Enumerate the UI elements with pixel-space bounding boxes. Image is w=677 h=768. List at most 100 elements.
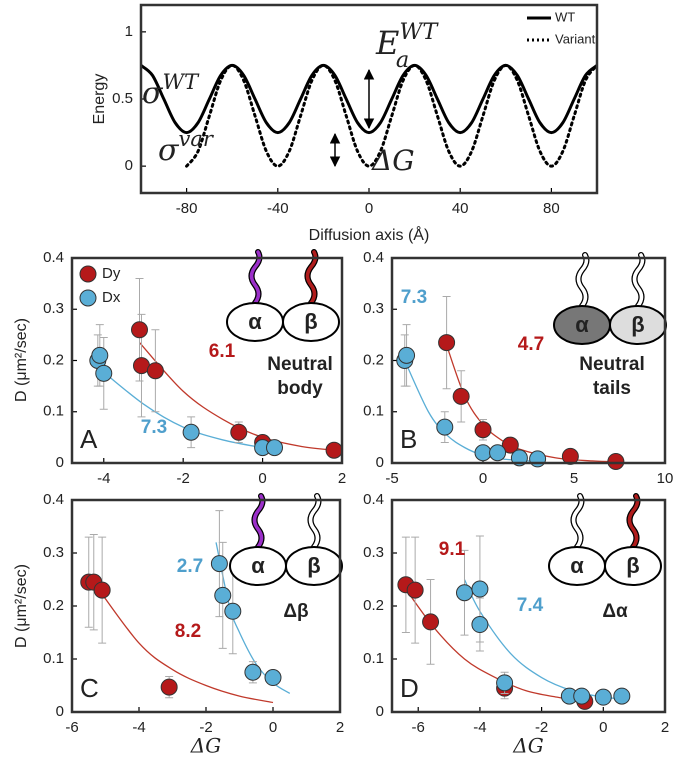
inset-caption: Δβ: [283, 601, 308, 622]
fit-label: 7.3: [141, 417, 167, 438]
data-point: [573, 687, 591, 705]
data-point: [398, 346, 416, 364]
tail: [571, 494, 584, 549]
y-tick-label: 0.1: [43, 403, 64, 420]
x-tick-label: -4: [473, 719, 486, 736]
fit-label: 7.3: [401, 287, 427, 308]
fit-label: 2.7: [177, 556, 203, 577]
data-point: [182, 423, 200, 441]
y-tick-label: 0.5: [112, 90, 133, 107]
fit-label: 9.1: [439, 539, 466, 560]
x-tick-label: 80: [543, 200, 560, 217]
y-tick-label: 0: [125, 157, 133, 174]
subunit: [285, 546, 343, 586]
y-tick-label: 0.2: [43, 351, 64, 368]
panel-letter: A: [80, 424, 98, 454]
inset-caption: Δα: [602, 601, 628, 622]
subunit-label: β: [307, 553, 320, 578]
x-tick-label: -6: [412, 719, 425, 736]
annotation-sup: var: [178, 127, 214, 151]
tail: [576, 253, 589, 308]
data-point: [91, 346, 109, 364]
data-point: [93, 581, 111, 599]
x-tick-label: 2: [661, 719, 669, 736]
data-point: [474, 444, 492, 462]
annotation-text: σ: [158, 133, 180, 168]
x-tick-label: -2: [177, 470, 190, 487]
y-tick-label: 0.4: [363, 249, 384, 266]
y-tick-label: 0.3: [363, 300, 384, 317]
x-tick-label: -80: [176, 200, 198, 217]
legend-marker: [79, 265, 97, 283]
data-point: [131, 321, 148, 339]
data-point: [474, 421, 492, 439]
data-point: [529, 450, 547, 468]
subunit: [282, 302, 340, 342]
data-point: [452, 387, 470, 405]
subunit-label: α: [251, 553, 265, 578]
data-point: [160, 678, 178, 696]
panel-letter: C: [80, 673, 99, 703]
x-tick-label: 0: [599, 719, 607, 736]
series-line: [185, 63, 597, 168]
data-point: [214, 586, 232, 604]
x-axis-label: ΔG: [512, 734, 543, 758]
tail: [627, 494, 640, 549]
fit-label: 4.7: [518, 334, 544, 355]
annotation-sup: WT: [162, 70, 200, 94]
x-tick-label: 0: [258, 470, 266, 487]
data-point: [266, 439, 283, 457]
x-tick-label: 10: [657, 470, 674, 487]
y-tick-label: 0: [376, 454, 384, 471]
x-tick-label: -6: [65, 719, 78, 736]
inset-caption: Neutral: [579, 354, 644, 375]
y-tick-label: 0.3: [43, 544, 64, 561]
x-tick-label: -2: [199, 719, 212, 736]
tail: [252, 494, 265, 549]
x-tick-label: 40: [452, 200, 469, 217]
x-tick-label: -2: [535, 719, 548, 736]
panel-letter: B: [400, 424, 417, 454]
inset-caption: Neutral: [267, 354, 332, 375]
data-point: [406, 581, 424, 599]
data-point: [224, 602, 242, 620]
data-point: [607, 452, 625, 470]
subunit: [604, 546, 662, 586]
y-tick-label: 0.3: [43, 300, 64, 317]
data-point: [230, 423, 248, 441]
subunit-label: α: [575, 312, 589, 337]
data-point: [422, 613, 440, 631]
x-tick-label: 0: [365, 200, 373, 217]
subunit-label: β: [626, 553, 639, 578]
y-tick-label: 0.1: [363, 650, 384, 667]
legend-label: Dy: [102, 265, 121, 282]
plot-frame: [70, 256, 344, 465]
subunit-label: β: [631, 312, 644, 337]
y-tick-label: 0.2: [363, 597, 384, 614]
x-tick-label: -5: [385, 470, 398, 487]
data-point: [438, 334, 456, 352]
x-tick-label: -4: [132, 719, 145, 736]
x-tick-label: -40: [267, 200, 289, 217]
tail: [308, 494, 321, 549]
plot-frame: [139, 3, 599, 195]
legend-label: WT: [555, 9, 575, 24]
y-tick-label: 0.1: [43, 650, 64, 667]
subunit-label: β: [304, 309, 317, 334]
x-axis-label: ΔG: [190, 734, 221, 758]
data-point: [455, 584, 473, 602]
x-tick-label: 2: [338, 470, 346, 487]
y-axis-label: Energy: [91, 74, 108, 125]
plot-frame: [390, 256, 667, 465]
data-point: [471, 616, 489, 634]
inset-caption: tails: [593, 378, 631, 399]
annotation: EWT a: [375, 19, 439, 73]
data-point: [146, 362, 164, 380]
legend-label: Dx: [102, 289, 121, 306]
data-point: [489, 444, 507, 462]
y-tick-label: 0.4: [363, 491, 384, 508]
y-axis-label: D (μm²/sec): [13, 318, 30, 402]
plot-frame: [390, 498, 667, 714]
data-point: [613, 687, 631, 705]
